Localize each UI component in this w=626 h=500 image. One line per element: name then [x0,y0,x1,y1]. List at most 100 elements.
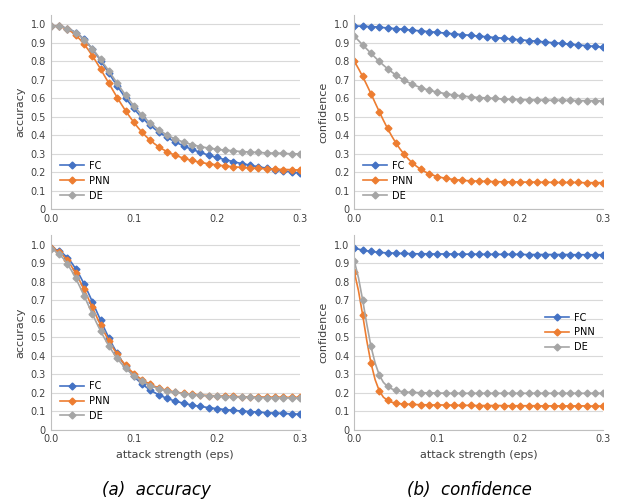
DE [47,23,54,29]
FC [409,250,416,256]
PNN [47,245,54,251]
DE [500,96,508,102]
DE [263,150,270,156]
Line: DE: DE [352,259,606,396]
FC [351,245,358,251]
Line: PNN: PNN [352,270,606,408]
PNN [296,167,304,173]
PNN [567,180,574,186]
DE [351,34,358,40]
PNN [197,392,204,398]
Line: FC: FC [352,24,606,50]
PNN [180,390,187,396]
PNN [197,160,204,166]
Line: FC: FC [48,246,302,416]
Line: PNN: PNN [352,59,606,185]
PNN [105,338,113,344]
PNN [500,178,508,184]
DE [97,328,105,334]
Y-axis label: accuracy: accuracy [15,307,25,358]
DE [105,68,113,74]
FC [105,335,113,341]
Legend: FC, PNN, DE: FC, PNN, DE [56,157,113,204]
DE [47,246,54,252]
FC [296,411,304,417]
DE [180,390,187,396]
PNN [500,402,508,408]
DE [446,390,454,396]
DE [438,390,445,396]
PNN [600,403,607,409]
FC [500,36,508,42]
DE [351,258,358,264]
PNN [351,58,358,64]
FC [105,70,113,76]
DE [263,394,270,400]
FC [197,150,204,156]
FC [409,27,416,33]
Text: (a)  accuracy: (a) accuracy [102,481,211,499]
DE [409,82,416,87]
PNN [483,178,491,184]
DE [284,395,291,401]
DE [567,98,574,103]
Legend: FC, PNN, DE: FC, PNN, DE [541,308,598,356]
DE [97,56,105,62]
PNN [409,402,416,407]
FC [263,410,270,416]
Line: DE: DE [48,24,302,156]
DE [105,343,113,349]
DE [401,77,408,83]
PNN [409,160,416,166]
Legend: FC, PNN, DE: FC, PNN, DE [56,377,113,424]
PNN [134,374,141,380]
PNN [180,155,187,161]
FC [263,165,270,171]
Line: PNN: PNN [48,24,302,172]
PNN [296,394,304,400]
DE [409,390,416,396]
FC [401,250,408,256]
PNN [263,166,270,172]
FC [180,400,187,406]
PNN [438,174,445,180]
PNN [263,394,270,400]
DE [401,389,408,395]
DE [504,390,511,396]
DE [488,390,495,396]
PNN [600,180,607,186]
Line: PNN: PNN [48,246,302,400]
PNN [97,322,105,328]
PNN [279,394,287,400]
X-axis label: attack strength (eps): attack strength (eps) [116,450,234,460]
FC [567,41,574,47]
FC [500,252,508,258]
Y-axis label: accuracy: accuracy [15,87,25,138]
PNN [579,180,587,186]
DE [180,139,187,145]
PNN [134,124,141,130]
DE [197,144,204,150]
FC [438,251,445,257]
PNN [567,403,574,409]
DE [595,98,603,104]
PNN [483,402,491,408]
PNN [438,402,445,408]
PNN [97,66,105,72]
Line: FC: FC [48,24,302,176]
DE [134,376,141,382]
FC [600,252,607,258]
X-axis label: attack strength (eps): attack strength (eps) [420,450,538,460]
PNN [587,403,595,409]
FC [197,404,204,409]
DE [296,151,304,157]
DE [483,95,491,101]
DE [570,390,578,396]
FC [47,23,54,29]
PNN [351,270,358,276]
FC [567,252,574,258]
DE [134,108,141,114]
FC [134,110,141,116]
PNN [401,401,408,407]
FC [438,30,445,36]
